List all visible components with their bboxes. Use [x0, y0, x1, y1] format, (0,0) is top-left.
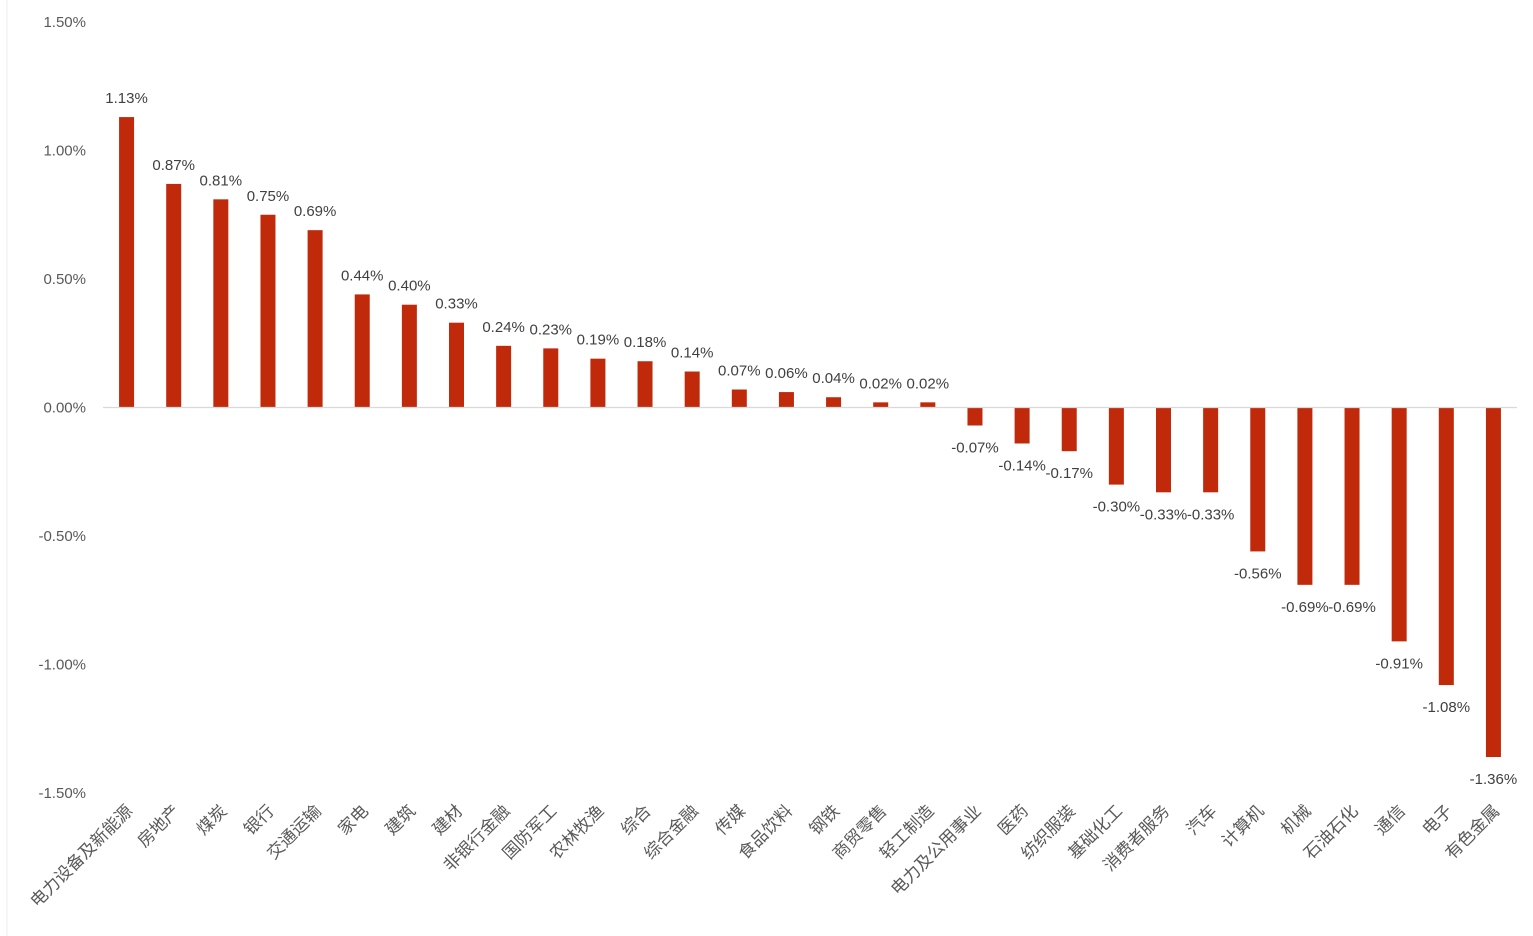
data-label: 0.14% — [671, 345, 714, 362]
bar — [1014, 407, 1030, 444]
category-label: 综合 — [617, 801, 655, 839]
data-label: 0.07% — [718, 363, 761, 380]
y-tick-label: -0.50% — [38, 528, 86, 545]
data-label: -0.69% — [1281, 599, 1329, 616]
bar — [401, 304, 417, 408]
bar — [213, 199, 229, 408]
bar — [873, 402, 889, 408]
data-label: 0.87% — [152, 157, 195, 174]
data-label: 0.69% — [294, 203, 337, 220]
category-label: 汽车 — [1183, 801, 1221, 839]
data-label: -0.33% — [1187, 506, 1235, 523]
data-label: 0.33% — [435, 296, 478, 313]
data-label: -0.91% — [1375, 655, 1423, 672]
data-label: -1.36% — [1470, 771, 1518, 788]
bar — [731, 389, 747, 408]
y-tick-label: 0.50% — [43, 271, 86, 288]
bar — [684, 371, 700, 408]
data-label: -0.07% — [951, 439, 999, 456]
bar — [1438, 407, 1454, 686]
data-label: 0.75% — [247, 188, 290, 205]
bar — [1250, 407, 1266, 552]
data-label: 0.23% — [529, 321, 572, 338]
data-label: -0.69% — [1328, 599, 1376, 616]
y-tick-label: 1.50% — [43, 14, 86, 31]
y-tick-label: 1.00% — [43, 143, 86, 160]
category-label: 钢铁 — [806, 801, 844, 839]
data-label: 1.13% — [105, 90, 148, 107]
data-label: 0.04% — [812, 370, 855, 387]
bar — [1391, 407, 1407, 642]
bar — [590, 358, 606, 408]
category-label: 通信 — [1372, 801, 1410, 839]
bar — [637, 361, 653, 408]
category-label: 机械 — [1277, 801, 1315, 839]
bar — [1203, 407, 1219, 493]
bar — [1061, 407, 1077, 452]
data-label: 0.06% — [765, 365, 808, 382]
category-label: 电子 — [1419, 801, 1457, 839]
category-label: 电力设备及新能源 — [27, 801, 137, 911]
category-label: 煤炭 — [193, 801, 231, 839]
data-label: -0.14% — [998, 457, 1046, 474]
bar — [496, 345, 512, 408]
data-label: -0.17% — [1045, 465, 1093, 482]
data-label: 0.19% — [577, 332, 620, 349]
data-label: 0.24% — [482, 319, 525, 336]
category-label: 计算机 — [1218, 801, 1268, 851]
bar — [260, 214, 276, 408]
data-label: 0.02% — [859, 375, 902, 392]
bar — [449, 322, 464, 408]
bar — [354, 294, 370, 408]
category-label: 银行 — [240, 801, 278, 839]
data-label: -0.33% — [1140, 506, 1188, 523]
bar — [1297, 407, 1313, 585]
bar — [166, 183, 182, 408]
bar — [543, 348, 559, 408]
bar — [1108, 407, 1124, 485]
bar — [1485, 407, 1501, 758]
bar — [1344, 407, 1360, 585]
category-label: 建筑 — [382, 801, 420, 839]
y-tick-label: -1.00% — [38, 657, 86, 674]
category-label: 传媒 — [712, 801, 750, 839]
y-tick-label: 0.00% — [43, 400, 86, 417]
bar — [1156, 407, 1171, 493]
category-label: 建材 — [429, 801, 467, 839]
y-axis-tick-labels: 1.50% 1.00% 0.50% 0.00% -0.50% -1.00% -1.50% — [38, 14, 86, 802]
category-label: 家电 — [335, 801, 373, 839]
data-label: -0.30% — [1093, 499, 1141, 516]
data-label: 0.18% — [624, 334, 667, 351]
category-label: 医药 — [994, 801, 1032, 839]
y-tick-label: -1.50% — [38, 785, 86, 802]
bar — [920, 402, 936, 408]
data-label: 0.02% — [907, 375, 950, 392]
data-label: 0.81% — [200, 172, 243, 189]
data-label: 0.44% — [341, 267, 384, 284]
data-labels-group: 1.13% 0.87% 0.81%0.75%0.69% 0.44%0.40%0.33%… — [105, 90, 1517, 788]
category-label: 房地产 — [134, 801, 184, 851]
bar — [307, 230, 323, 408]
bar — [778, 392, 794, 408]
bar — [119, 117, 135, 408]
data-label: -0.56% — [1234, 565, 1282, 582]
data-label: -1.08% — [1423, 699, 1471, 716]
bar — [967, 407, 983, 426]
bar — [826, 397, 842, 408]
data-label: 0.40% — [388, 278, 431, 295]
bars-group — [119, 117, 1501, 758]
